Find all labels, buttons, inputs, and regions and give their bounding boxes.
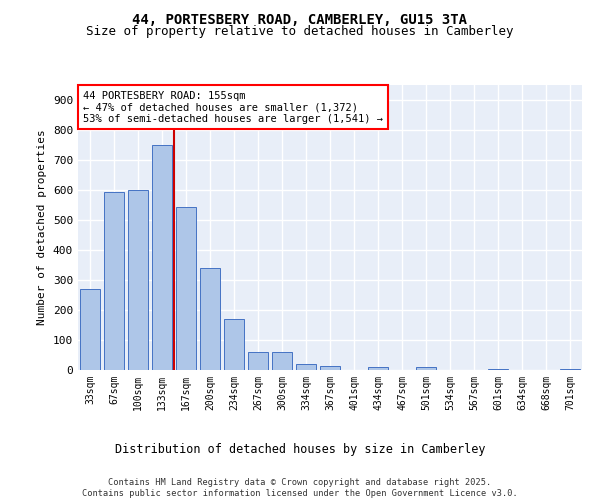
Bar: [200, 268, 220, 370]
Bar: [272, 352, 292, 370]
Bar: [128, 190, 148, 370]
Bar: [488, 368, 508, 370]
Bar: [560, 368, 580, 370]
Bar: [416, 367, 436, 370]
Bar: [176, 206, 196, 370]
Bar: [104, 192, 124, 370]
Bar: [320, 366, 340, 370]
Text: Size of property relative to detached houses in Camberley: Size of property relative to detached ho…: [86, 25, 514, 38]
Text: 44, PORTESBERY ROAD, CAMBERLEY, GU15 3TA: 44, PORTESBERY ROAD, CAMBERLEY, GU15 3TA: [133, 12, 467, 26]
Bar: [152, 145, 172, 370]
Bar: [224, 319, 244, 370]
Bar: [248, 352, 268, 370]
Text: Distribution of detached houses by size in Camberley: Distribution of detached houses by size …: [115, 442, 485, 456]
Text: Contains HM Land Registry data © Crown copyright and database right 2025.
Contai: Contains HM Land Registry data © Crown c…: [82, 478, 518, 498]
Bar: [368, 367, 388, 370]
Bar: [80, 289, 100, 370]
Y-axis label: Number of detached properties: Number of detached properties: [37, 130, 47, 326]
Text: 44 PORTESBERY ROAD: 155sqm
← 47% of detached houses are smaller (1,372)
53% of s: 44 PORTESBERY ROAD: 155sqm ← 47% of deta…: [83, 90, 383, 124]
Bar: [296, 364, 316, 370]
